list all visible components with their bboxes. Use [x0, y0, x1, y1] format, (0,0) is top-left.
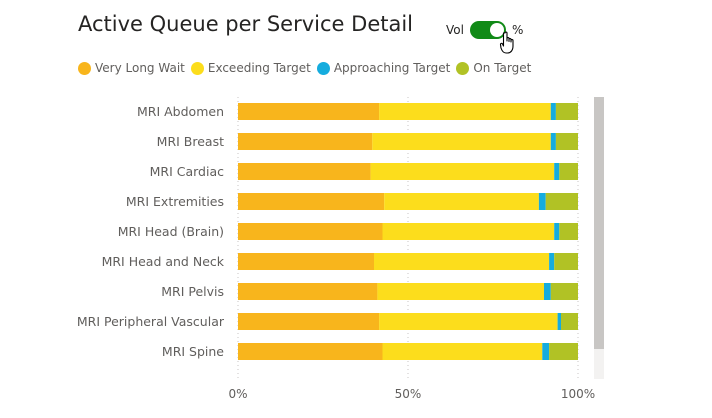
bar-segment[interactable] — [372, 133, 551, 150]
bar-segment[interactable] — [538, 193, 546, 210]
chart-scrollbar-thumb[interactable] — [594, 97, 604, 349]
legend-label: Very Long Wait — [95, 61, 185, 75]
legend-swatch-on-target — [456, 61, 470, 75]
legend-label: On Target — [473, 61, 532, 75]
bar-segment[interactable] — [238, 163, 371, 180]
bar-segment[interactable] — [238, 193, 385, 210]
bar-segment[interactable] — [561, 313, 578, 330]
bar-segment[interactable] — [559, 223, 578, 240]
legend-swatch-very-long-wait — [78, 61, 91, 75]
bar-segment[interactable] — [542, 343, 550, 360]
bar-segment[interactable] — [559, 163, 578, 180]
legend-item-on-target[interactable]: On Target — [456, 61, 531, 75]
bar-segment[interactable] — [550, 283, 578, 300]
bar-segment[interactable] — [555, 133, 578, 150]
x-tick-label: 100% — [561, 387, 595, 401]
bar-segment[interactable] — [549, 343, 578, 360]
bar-segment[interactable] — [554, 223, 560, 240]
x-tick-label: 0% — [228, 387, 247, 401]
legend-item-exceeding-target[interactable]: Exceeding Target — [190, 61, 311, 75]
category-label: MRI Extremities — [126, 194, 224, 209]
bar-segment[interactable] — [557, 313, 561, 330]
vol-percent-toggle-group: Vol % — [446, 19, 523, 41]
hand-pointer-icon — [499, 31, 514, 54]
bar-segment[interactable] — [544, 283, 551, 300]
category-label: MRI Pelvis — [161, 284, 224, 299]
toggle-knob — [489, 23, 504, 37]
bar-segment[interactable] — [374, 253, 550, 270]
category-label: MRI Peripheral Vascular — [77, 314, 225, 329]
bar-segment[interactable] — [379, 103, 551, 120]
category-label: MRI Abdomen — [137, 104, 224, 119]
category-label: MRI Head and Neck — [102, 254, 225, 269]
x-tick-label: 50% — [395, 387, 422, 401]
bar-segment[interactable] — [238, 343, 383, 360]
toggle-label-percent: % — [511, 23, 524, 37]
bar-segment[interactable] — [384, 193, 539, 210]
bar-segment[interactable] — [370, 163, 555, 180]
bar-segment[interactable] — [550, 133, 556, 150]
bar-segment[interactable] — [238, 313, 380, 330]
chart-title: Active Queue per Service Detail — [78, 12, 414, 36]
vol-percent-toggle[interactable] — [469, 21, 506, 39]
bar-segment[interactable] — [238, 103, 380, 120]
bar-segment[interactable] — [550, 103, 556, 120]
bar-segment[interactable] — [382, 223, 555, 240]
category-label: MRI Cardiac — [150, 164, 225, 179]
chart-scrollbar[interactable] — [594, 97, 604, 379]
legend-item-approaching-target[interactable]: Approaching Target — [316, 61, 451, 75]
legend-swatch-approaching-target — [316, 61, 330, 75]
bar-segment[interactable] — [379, 313, 558, 330]
legend: Very Long Wait Exceeding Target Approach… — [78, 60, 537, 76]
bar-segment[interactable] — [554, 163, 560, 180]
legend-item-very-long-wait[interactable]: Very Long Wait — [78, 61, 185, 75]
bar-segment[interactable] — [545, 193, 578, 210]
bar-segment[interactable] — [238, 223, 383, 240]
bar-segment[interactable] — [238, 253, 374, 270]
bar-segment[interactable] — [549, 253, 555, 270]
category-label: MRI Spine — [162, 344, 224, 359]
toggle-label-vol: Vol — [446, 23, 464, 37]
bar-segment[interactable] — [554, 253, 578, 270]
legend-label: Exceeding Target — [207, 61, 311, 75]
category-label: MRI Head (Brain) — [118, 224, 224, 239]
bar-segment[interactable] — [382, 343, 543, 360]
legend-swatch-exceeding-target — [190, 61, 204, 75]
bar-segment[interactable] — [555, 103, 578, 120]
category-label: MRI Breast — [157, 134, 224, 149]
bar-segment[interactable] — [238, 133, 373, 150]
legend-label: Approaching Target — [333, 61, 451, 75]
bar-segment[interactable] — [377, 283, 544, 300]
bar-segment[interactable] — [238, 283, 378, 300]
